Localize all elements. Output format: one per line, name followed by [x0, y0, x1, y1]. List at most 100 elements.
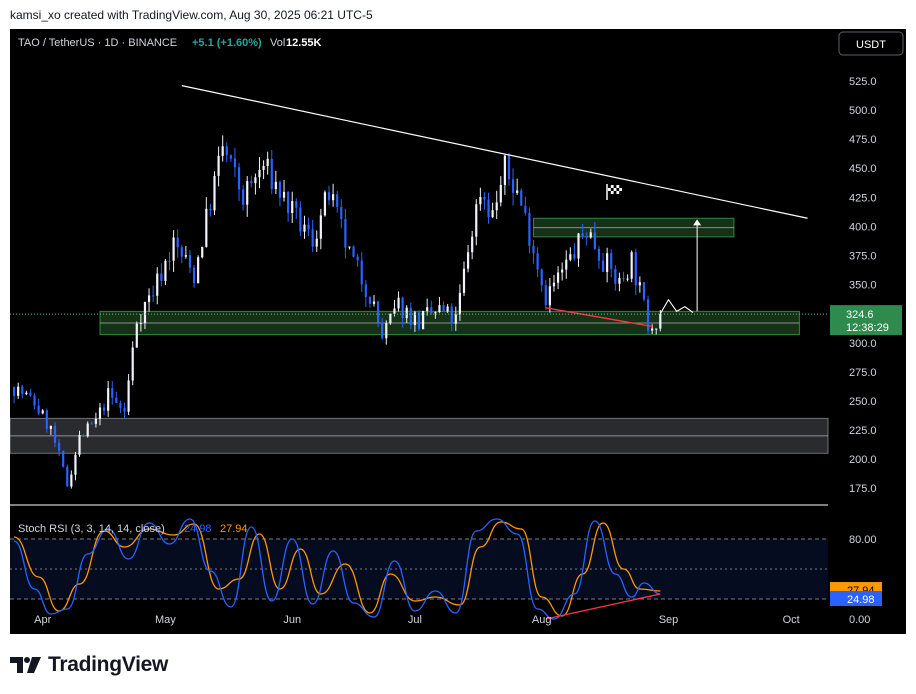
candle-body	[597, 248, 601, 261]
currency-button[interactable]: USDT	[838, 31, 904, 56]
candle-body	[593, 232, 596, 249]
candle-body	[246, 181, 249, 205]
candle-body	[12, 386, 16, 396]
price-tick-label: 400.0	[849, 221, 877, 233]
candle-body	[143, 301, 147, 324]
price-tick-label: 375.0	[849, 250, 877, 262]
candle-body	[381, 322, 384, 339]
candle-body	[446, 306, 449, 312]
flag-check	[616, 188, 620, 191]
time-tick-label: Jul	[408, 614, 422, 626]
stoch-legend-d: 27.94	[220, 523, 248, 535]
stoch-k-badge-text: 24.98	[847, 594, 875, 606]
candle-body	[266, 158, 269, 167]
candle-body	[360, 260, 363, 285]
candle-body	[626, 278, 629, 280]
candle-body	[184, 255, 187, 257]
candle-body	[127, 380, 130, 412]
finish-flag-icon	[606, 184, 622, 200]
candle-body	[123, 407, 126, 412]
candle-body	[651, 328, 654, 331]
flag-check	[613, 191, 617, 194]
candle-body	[565, 259, 568, 270]
chart-frame[interactable]: 525.0 500.0 475.0 450.0 425.0 400.0 375.0 350.0…	[9, 29, 906, 634]
candle-body	[82, 435, 85, 437]
candle-body	[37, 405, 40, 414]
candle-body	[638, 282, 641, 286]
flag-check	[608, 191, 611, 194]
brand-logo[interactable]: TradingView	[10, 652, 168, 678]
candle-body	[107, 388, 110, 411]
price-countdown: 12:38:29	[846, 322, 889, 334]
target-arrow-head	[693, 219, 702, 226]
candle-body	[348, 246, 351, 248]
flag-check	[610, 188, 614, 191]
price-tick-label: 525.0	[849, 76, 877, 88]
candle-body	[491, 210, 494, 218]
candle-body	[94, 418, 97, 424]
candle-body	[507, 155, 511, 180]
candle-body	[532, 245, 535, 254]
candle-body	[29, 392, 32, 396]
candle-body	[323, 192, 327, 216]
candle-body	[634, 252, 637, 286]
candle-body	[287, 191, 290, 214]
candle-body	[442, 305, 445, 312]
candle-body	[70, 474, 73, 487]
candle-body	[201, 246, 204, 258]
candle-body	[119, 403, 122, 408]
candle-body	[270, 158, 273, 190]
candle-body	[642, 282, 646, 300]
candle-body	[295, 201, 298, 208]
candle-body	[197, 257, 200, 284]
candle-body	[556, 272, 560, 283]
candle-body	[250, 181, 253, 184]
price-tick-label: 250.0	[849, 396, 877, 408]
candle-body	[340, 206, 343, 220]
candle-body	[426, 307, 429, 311]
stoch-tick-label: 80.00	[849, 534, 877, 546]
candle-body	[303, 224, 306, 232]
candle-body	[520, 190, 523, 206]
candle-body	[385, 323, 388, 339]
price-tick-label: 450.0	[849, 163, 877, 175]
candle-body	[606, 253, 609, 272]
candle-body	[630, 252, 633, 279]
candle-body	[282, 191, 286, 198]
price-chart[interactable]: 525.0 500.0 475.0 450.0 425.0 400.0 375.0 350.0…	[9, 29, 906, 634]
price-change: +5.1 (+1.60%)	[192, 37, 262, 49]
time-tick-label: Sep	[659, 614, 679, 626]
flag-check	[619, 191, 622, 194]
candle-body	[217, 155, 220, 176]
stoch-divergence-line	[545, 593, 661, 620]
candle-body	[115, 397, 118, 404]
candle-body	[495, 202, 498, 211]
candle-body	[147, 295, 151, 302]
resistance-trendline	[181, 85, 808, 219]
candle-body	[577, 233, 580, 259]
candle-body	[311, 229, 314, 247]
flag-check	[619, 185, 622, 188]
candle-body	[17, 386, 20, 396]
candle-body	[487, 199, 490, 218]
bullish-divergence-line	[545, 307, 653, 328]
candle-body	[74, 454, 77, 475]
stoch-legend-k: 24.98	[184, 523, 212, 535]
candle-body	[45, 410, 48, 429]
candle-body	[540, 269, 543, 286]
candle-body	[188, 255, 192, 268]
candle-body	[66, 466, 69, 487]
price-tick-label: 300.0	[849, 338, 877, 350]
candle-body	[536, 253, 539, 270]
candle-body	[356, 256, 359, 261]
candle-body	[336, 194, 339, 207]
candle-body	[409, 307, 412, 325]
candle-body	[57, 442, 61, 451]
price-tick-label: 475.0	[849, 134, 877, 146]
currency-button-label: USDT	[856, 39, 886, 51]
candle-body	[372, 301, 376, 304]
candle-body	[524, 205, 527, 213]
brand-name: TradingView	[48, 653, 169, 676]
last-price-badge	[830, 305, 902, 336]
price-tick-label: 175.0	[849, 483, 877, 495]
